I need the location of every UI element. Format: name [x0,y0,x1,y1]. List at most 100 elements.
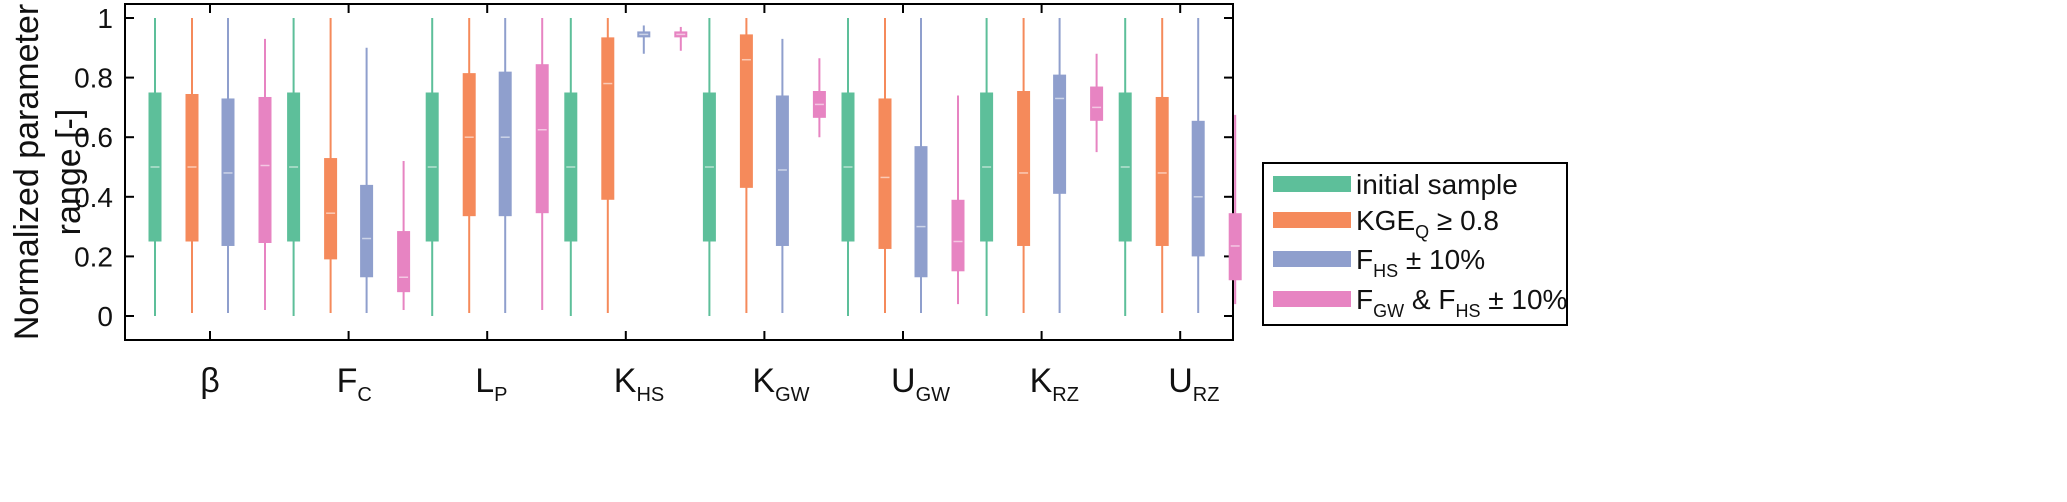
box-s2-c8 [1155,18,1169,314]
box-body [1053,74,1067,194]
legend-subscript: GW [1373,301,1404,321]
box-body [739,34,753,188]
box-body [1191,120,1205,257]
x-axis-categories: β FC LP KHS KGW UGW KRZ URZ [200,4,1219,406]
category-label: LP [475,362,507,406]
legend-text-part: initial sample [1356,169,1518,200]
legend-text-part: & F [1404,284,1455,315]
box-s2-c1 [185,18,199,314]
box-s1-c8 [1118,18,1132,316]
box-body [1017,91,1031,246]
box-s1-c4 [564,18,578,316]
legend-text-part: KGE [1356,205,1415,236]
box-s3-c8 [1191,18,1205,314]
category-label: UGW [891,362,950,406]
box-s2-c6 [878,18,892,314]
ytick-label: 0 [97,301,113,332]
ylabel-line: Normalized parameter [8,4,46,340]
box-s4-c6 [951,95,965,305]
legend-entry: FHS ± 10% [1356,244,1485,281]
box-s4-c1 [258,38,272,311]
legend-subscript: HS [1455,301,1480,321]
box-s4-c5 [812,58,826,138]
category-subscript: HS [636,384,664,406]
box-s2-c7 [1017,18,1031,314]
y-axis-label: Normalized parameter range [-] [8,4,88,340]
box-s2-c4 [601,18,615,314]
box-s2-c2 [324,18,338,314]
box-body [462,73,476,217]
category-main: L [475,362,494,400]
category-main: K [752,362,775,400]
box-s4-c2 [397,161,411,311]
category-label: FC [337,362,372,406]
box-s1-c2 [287,18,301,316]
legend-swatch [1273,212,1351,228]
y-axis-ticks: 0 0.2 0.4 0.6 0.8 1 [74,3,1233,332]
legend-entry: KGEQ ≥ 0.8 [1356,205,1499,242]
legend-subscript: HS [1373,261,1398,281]
legend-text-part: ± 10% [1398,244,1485,275]
box-body [878,98,892,249]
box-s3-c7 [1053,18,1067,314]
box-s3-c4 [637,25,651,54]
plot-frame [124,3,1234,341]
category-main: K [614,362,637,400]
box-body [360,184,374,278]
box-s1-c6 [841,18,855,316]
category-label: URZ [1168,362,1219,406]
category-main: U [1168,362,1193,400]
ytick-label: 0.6 [74,122,113,153]
category-label: KGW [752,362,809,406]
box-s4-c8 [1228,114,1242,305]
box-body [397,231,411,293]
box-body [324,158,338,260]
box-s1-c1 [148,18,162,316]
box-body [535,64,549,214]
category-label: KRZ [1030,362,1079,406]
box-s4-c7 [1090,53,1104,153]
category-subscript: RZ [1193,384,1220,406]
box-s3-c5 [775,38,789,314]
box-body [1090,86,1104,121]
category-subscript: GW [775,384,810,406]
box-s2-c5 [739,18,753,314]
legend-text-part: F [1356,244,1373,275]
ytick-label: 0.8 [74,63,113,94]
legend-text-part: ≥ 0.8 [1429,205,1499,236]
legend-swatch [1273,251,1351,267]
box-s3-c2 [360,47,374,314]
category-subscript: GW [916,384,951,406]
category-main: F [337,362,358,400]
box-s3-c1 [221,18,235,314]
box-s3-c6 [914,18,928,314]
box-body [951,199,965,272]
box-body [1155,96,1169,246]
box-s4-c4 [674,26,688,51]
category-main: β [200,362,220,400]
legend-text-part: ± 10% [1480,284,1567,315]
box-series [148,18,1242,316]
box-body [601,37,615,200]
legend-subscript: Q [1415,222,1429,242]
box-body [258,96,272,243]
ytick-label: 0.2 [74,241,113,272]
box-body [498,71,512,217]
category-label: KHS [614,362,664,406]
box-s1-c3 [425,18,439,316]
box-s4-c3 [535,18,549,311]
ytick-label: 1 [97,3,113,34]
legend-entry: initial sample [1356,169,1518,200]
ylabel-line: range [-] [50,109,88,236]
box-s2-c3 [462,18,476,314]
category-main: K [1030,362,1053,400]
legend-text-part: F [1356,284,1373,315]
legend-swatch [1273,176,1351,192]
box-s1-c5 [702,18,716,316]
legend-swatch [1273,291,1351,307]
category-subscript: C [357,384,371,406]
box-s1-c7 [980,18,994,316]
category-label: β [200,362,220,400]
legend-entry: FGW & FHS ± 10% [1356,284,1567,321]
